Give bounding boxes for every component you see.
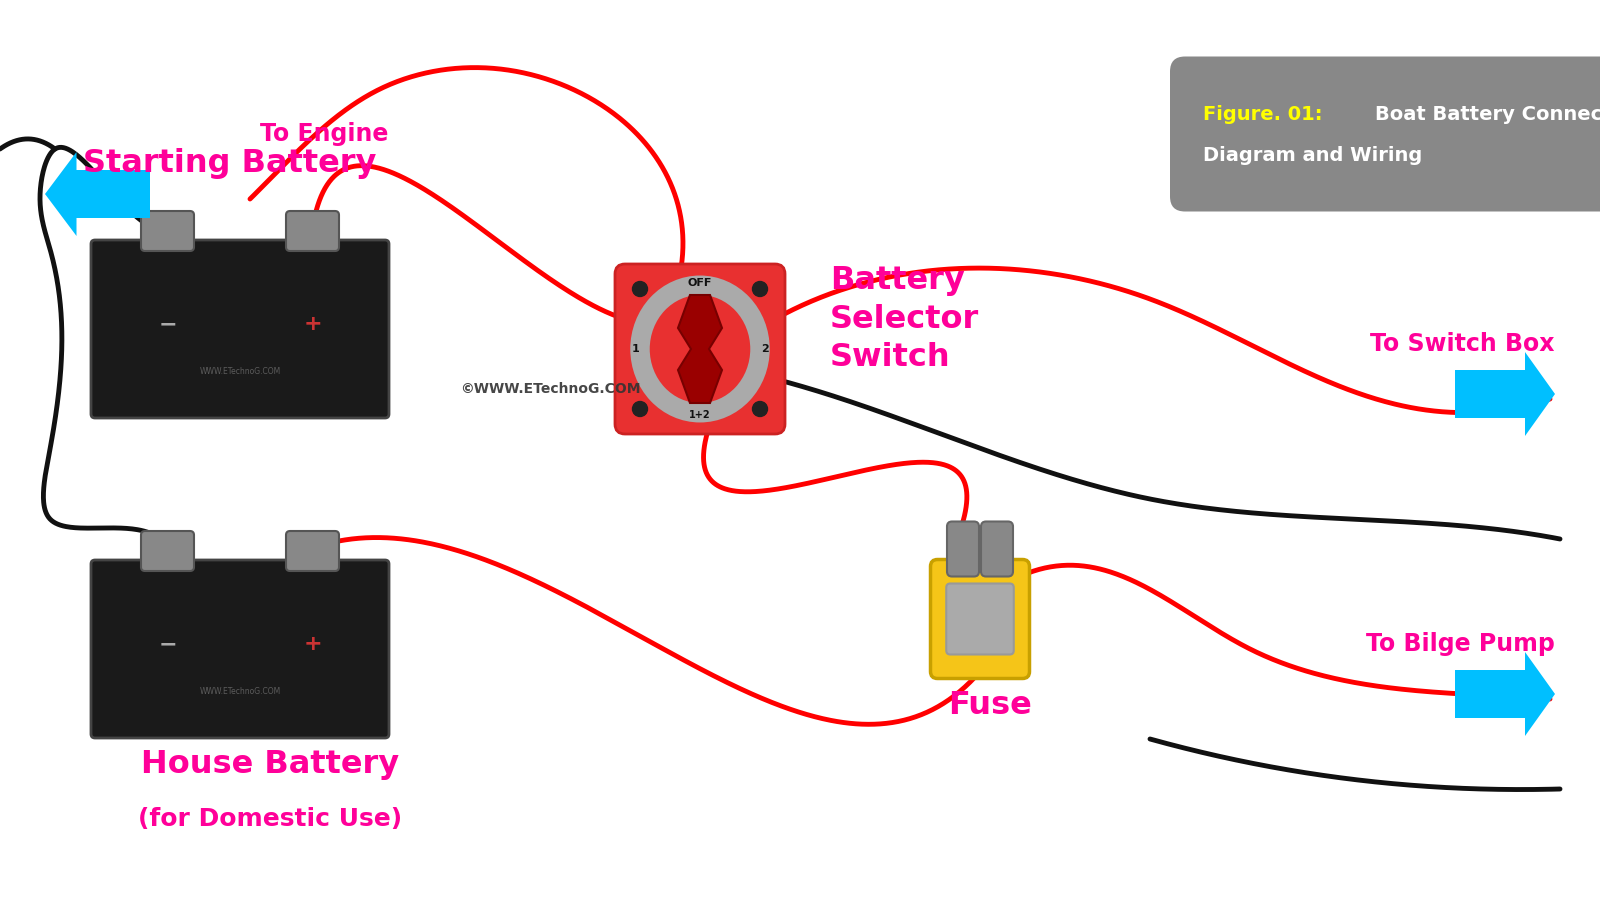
Text: 2: 2 <box>760 344 768 354</box>
Ellipse shape <box>640 285 760 413</box>
Text: WWW.ETechnoG.COM: WWW.ETechnoG.COM <box>200 367 280 376</box>
Text: WWW.ETechnoG.COM: WWW.ETechnoG.COM <box>200 687 280 696</box>
Text: Battery
Selector
Switch: Battery Selector Switch <box>830 265 979 373</box>
Text: To Switch Box: To Switch Box <box>1371 332 1555 356</box>
FancyBboxPatch shape <box>141 531 194 571</box>
Circle shape <box>632 402 648 416</box>
Text: Diagram and Wiring: Diagram and Wiring <box>1203 147 1422 165</box>
Text: Figure. 01:: Figure. 01: <box>1203 105 1323 124</box>
Text: House Battery: House Battery <box>141 749 398 780</box>
Text: −: − <box>158 314 178 334</box>
FancyBboxPatch shape <box>91 560 389 738</box>
Text: −: − <box>158 634 178 654</box>
Text: ©WWW.ETechnoG.COM: ©WWW.ETechnoG.COM <box>459 382 640 396</box>
FancyBboxPatch shape <box>286 211 339 251</box>
Text: To Bilge Pump: To Bilge Pump <box>1366 632 1555 656</box>
FancyBboxPatch shape <box>1170 57 1600 211</box>
Circle shape <box>632 281 648 297</box>
FancyBboxPatch shape <box>286 531 339 571</box>
Text: 1: 1 <box>632 344 640 354</box>
FancyBboxPatch shape <box>946 583 1014 654</box>
Polygon shape <box>45 152 150 236</box>
Text: Fuse: Fuse <box>949 690 1032 720</box>
Text: OFF: OFF <box>688 278 712 288</box>
Polygon shape <box>1454 652 1555 736</box>
FancyBboxPatch shape <box>931 559 1029 679</box>
Text: To Engine: To Engine <box>259 122 389 146</box>
Text: (for Domestic Use): (for Domestic Use) <box>138 807 402 831</box>
FancyBboxPatch shape <box>947 521 979 576</box>
FancyBboxPatch shape <box>614 264 786 434</box>
FancyBboxPatch shape <box>141 211 194 251</box>
Polygon shape <box>678 295 722 403</box>
Text: Starting Battery: Starting Battery <box>83 148 376 179</box>
Polygon shape <box>1454 352 1555 436</box>
FancyBboxPatch shape <box>91 240 389 418</box>
Text: +: + <box>302 314 322 334</box>
Circle shape <box>752 402 768 416</box>
Circle shape <box>752 281 768 297</box>
Text: +: + <box>302 634 322 654</box>
Text: Boat Battery Connection: Boat Battery Connection <box>1374 105 1600 124</box>
Text: 1+2: 1+2 <box>690 410 710 420</box>
FancyBboxPatch shape <box>981 521 1013 576</box>
